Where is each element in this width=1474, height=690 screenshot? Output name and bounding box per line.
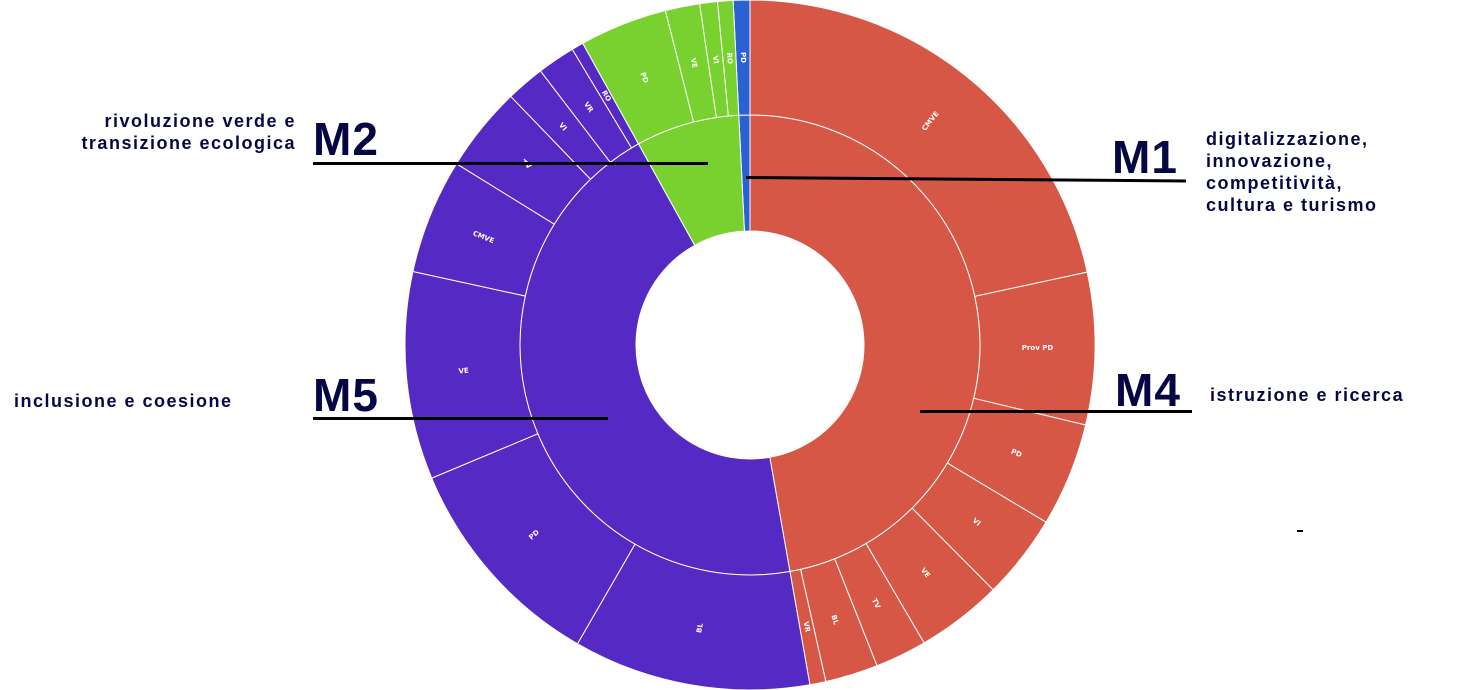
outer-ring-territories bbox=[404, 0, 1096, 690]
segment-label: VI bbox=[711, 55, 720, 64]
m1-description: digitalizzazione, innovazione, competiti… bbox=[1206, 128, 1378, 216]
segment-label: PD bbox=[1010, 448, 1023, 460]
m4-description: istruzione e ricerca bbox=[1210, 385, 1405, 405]
segment-label: TV bbox=[870, 597, 882, 610]
m1-description-line-4: cultura e turismo bbox=[1206, 195, 1378, 215]
m1-description-line-3: competitività, bbox=[1206, 173, 1344, 193]
segment-label: VE bbox=[689, 57, 699, 69]
m2-leader-line bbox=[313, 162, 708, 165]
segment-label: Prov PD bbox=[1022, 344, 1054, 352]
m5-description: inclusione e coesione bbox=[14, 391, 233, 411]
m2-code-label: M2 bbox=[313, 113, 379, 165]
segment-label: BL bbox=[830, 614, 841, 626]
inner-ring-missions bbox=[519, 114, 981, 576]
segment-label: VI bbox=[971, 517, 982, 528]
m1-description-line-1: digitalizzazione, bbox=[1206, 129, 1369, 149]
segment-label: VR bbox=[802, 621, 812, 634]
segment-label: PD bbox=[638, 71, 650, 84]
segment-label: VI bbox=[557, 121, 568, 132]
segment-label: VE bbox=[458, 367, 469, 376]
territory-segment-m2-ro[interactable] bbox=[716, 0, 740, 117]
m2-description: rivoluzione verde e transizione ecologic… bbox=[14, 110, 296, 154]
m5-code-label: M5 bbox=[313, 369, 379, 421]
m2-description-line-1: rivoluzione verde e bbox=[104, 111, 296, 131]
territory-segment-m4-cmve[interactable] bbox=[749, 0, 1088, 297]
m4-leader-line bbox=[920, 410, 1192, 413]
m5-leader-line bbox=[313, 417, 608, 420]
stray-dash-mark bbox=[1297, 530, 1303, 532]
m1-description-line-2: innovazione, bbox=[1206, 151, 1334, 171]
segment-label: PD bbox=[739, 52, 747, 63]
m1-code-label: M1 bbox=[1112, 131, 1178, 183]
segment-label: RO bbox=[725, 52, 734, 64]
m2-description-line-2: transizione ecologica bbox=[81, 133, 296, 153]
m4-code-label: M4 bbox=[1115, 364, 1181, 416]
segment-label: BL bbox=[695, 622, 705, 634]
